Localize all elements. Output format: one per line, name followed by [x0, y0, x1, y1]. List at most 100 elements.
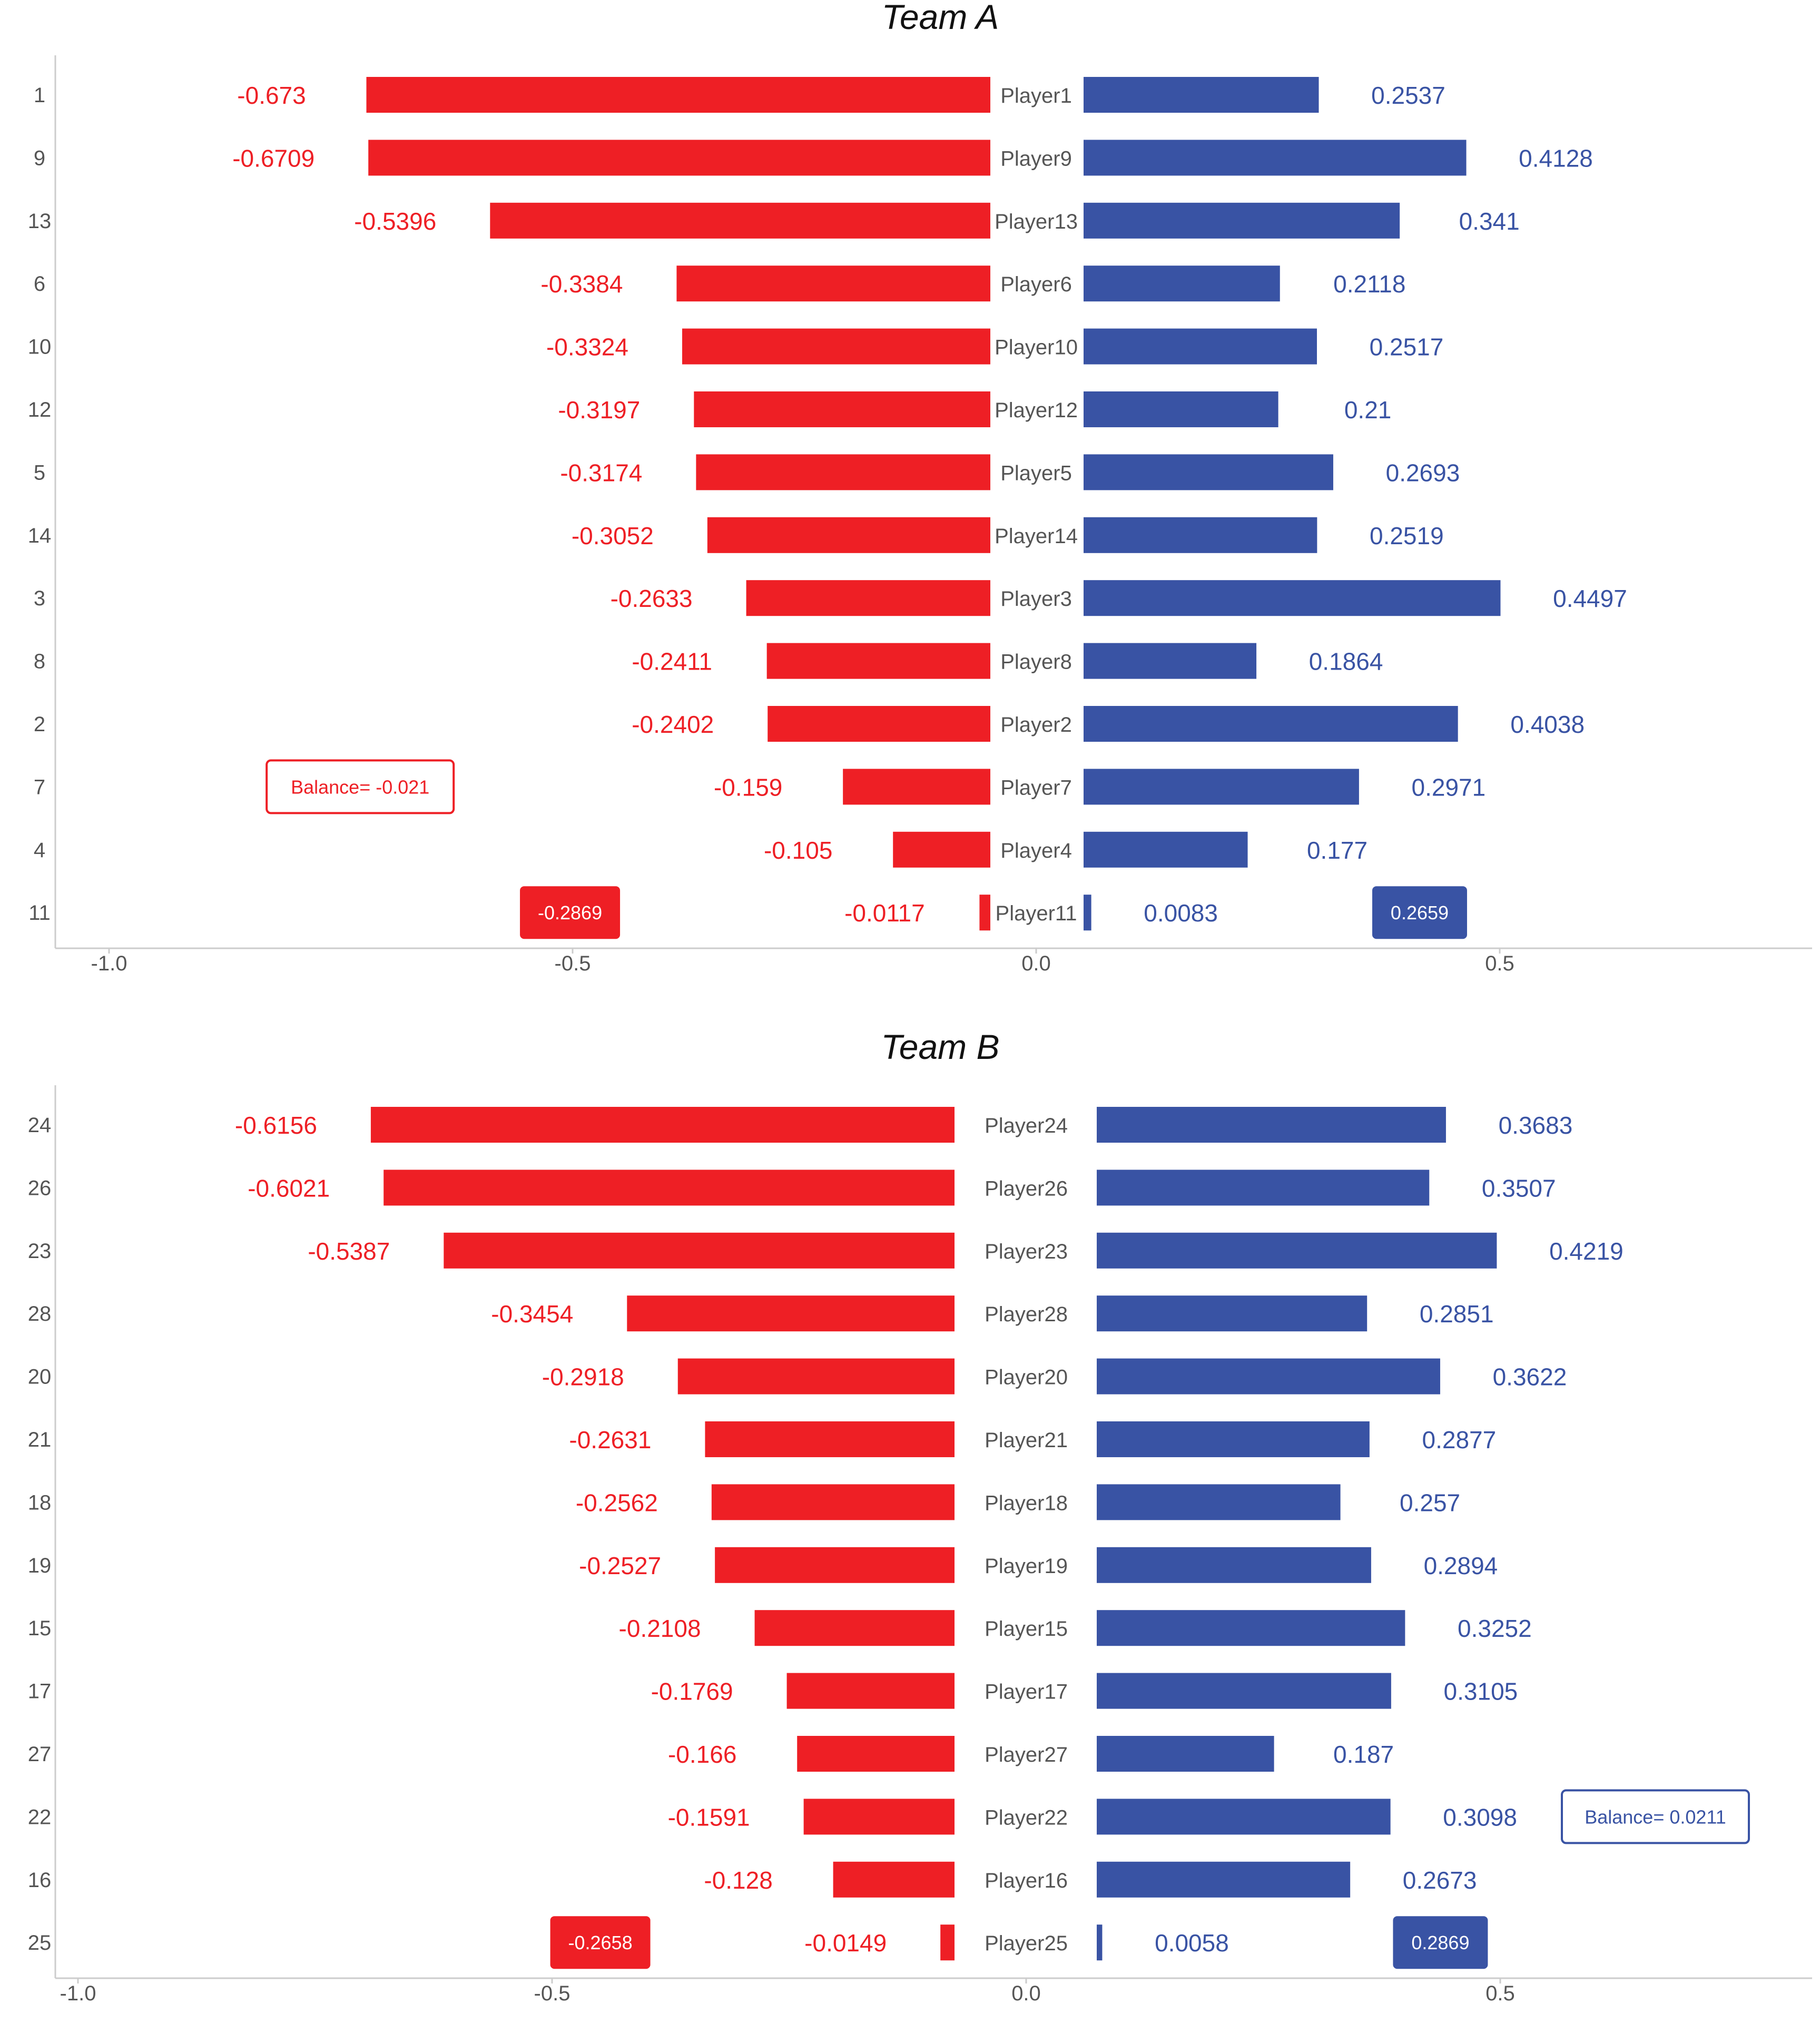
team-b-mean-negative-label: -0.2658: [568, 1932, 633, 1953]
team-a-negative-bar: [368, 140, 990, 176]
team-b-row-id-label: 27: [28, 1743, 52, 1766]
team-b-positive-bar: [1097, 1421, 1370, 1457]
team-a-player-label: Player6: [1000, 273, 1072, 296]
team-a-positive-bar: [1084, 140, 1467, 176]
team-a-title: Team A: [882, 0, 999, 36]
team-b-positive-bar: [1097, 1610, 1405, 1646]
team-a-negative-value-label: -0.673: [237, 82, 306, 109]
team-a-negative-value-label: -0.159: [714, 773, 782, 801]
team-b-negative-bar: [677, 1358, 955, 1395]
team-b-positive-value-label: 0.3507: [1482, 1174, 1556, 1202]
team-a-positive-bar: [1084, 831, 1248, 868]
team-b-positive-bar: [1097, 1107, 1446, 1143]
team-b-positive-value-label: 0.2673: [1403, 1867, 1477, 1894]
team-b-negative-bar: [383, 1170, 955, 1206]
team-b-negative-bar: [797, 1736, 955, 1772]
team-b-positive-bar: [1097, 1232, 1497, 1269]
team-b-x-tick-label: 0.0: [1011, 1982, 1041, 2005]
team-a-player-label: Player7: [1000, 776, 1072, 799]
team-b-negative-value-label: -0.3454: [491, 1300, 573, 1328]
team-a-negative-bar: [676, 266, 990, 302]
team-a-positive-value-label: 0.2693: [1386, 459, 1460, 486]
team-b-positive-value-label: 0.3683: [1499, 1112, 1573, 1139]
team-a-negative-value-label: -0.3174: [560, 459, 642, 486]
team-a-row-id-label: 1: [34, 84, 45, 107]
team-a-negative-bar: [366, 77, 990, 113]
team-a-player-label: Player14: [995, 525, 1078, 548]
team-b-player-label: Player18: [985, 1491, 1068, 1515]
team-b-positive-bar: [1097, 1484, 1341, 1520]
team-a-player-label: Player3: [1000, 587, 1072, 611]
team-a-positive-bar: [1084, 454, 1333, 490]
team-b-player-label: Player15: [985, 1617, 1068, 1641]
team-a-negative-value-label: -0.0117: [844, 899, 925, 927]
team-b-player-label: Player17: [985, 1681, 1068, 1704]
team-b-positive-bar: [1097, 1673, 1391, 1709]
team-a-row-id-label: 9: [34, 146, 45, 170]
team-a-mean-positive-label: 0.2659: [1391, 902, 1449, 924]
team-a-negative-value-label: -0.5396: [354, 208, 436, 235]
team-a-negative-bar: [490, 202, 990, 239]
team-a-negative-value-label: -0.3324: [546, 333, 628, 361]
team-b-mean-negative-badge: [550, 1916, 651, 1969]
team-a-positive-bar: [1084, 706, 1458, 742]
team-a-negative-bar: [707, 517, 990, 553]
team-b-negative-bar: [715, 1547, 955, 1583]
team-a-negative-value-label: -0.2411: [632, 648, 712, 675]
team-a-row-id-label: 2: [34, 713, 45, 736]
team-a-positive-value-label: 0.1864: [1309, 648, 1383, 675]
team-a-balance-box: [265, 759, 455, 814]
team-a-positive-bar: [1084, 328, 1317, 365]
team-b-title: Team B: [881, 1027, 999, 1066]
team-b-player-label: Player22: [985, 1806, 1068, 1829]
team-a-negative-bar: [696, 454, 990, 490]
team-b-row-id-label: 18: [28, 1491, 52, 1514]
team-a-positive-value-label: 0.4038: [1510, 711, 1585, 738]
team-a-row-id-label: 11: [28, 901, 51, 925]
team-a-positive-bar: [1084, 769, 1359, 805]
team-a-player-label: Player13: [995, 210, 1078, 233]
team-b-positive-value-label: 0.2877: [1422, 1426, 1497, 1454]
team-a-player-label: Player9: [1000, 147, 1072, 170]
team-b-row-id-label: 25: [28, 1931, 52, 1955]
team-b-balance-label: Balance= 0.0211: [1585, 1806, 1726, 1828]
team-a-mean-negative-badge: [520, 886, 621, 939]
team-b-positive-value-label: 0.3622: [1493, 1363, 1567, 1391]
team-b-x-tick-label: -0.5: [534, 1982, 570, 2005]
team-b-row-id-label: 20: [28, 1366, 52, 1389]
team-b-row-id-label: 26: [28, 1176, 52, 1200]
team-a-positive-value-label: 0.341: [1459, 208, 1520, 235]
team-a-positive-bar: [1084, 391, 1278, 427]
team-b-positive-bar: [1097, 1861, 1351, 1898]
team-b-negative-value-label: -0.2631: [569, 1426, 651, 1454]
team-b-row-id-label: 17: [28, 1680, 52, 1703]
team-b-negative-value-label: -0.2527: [579, 1552, 661, 1579]
team-a-player-label: Player1: [1000, 84, 1072, 107]
team-a-negative-value-label: -0.2633: [611, 585, 693, 612]
team-b-row-id-label: 22: [28, 1805, 52, 1829]
team-a-negative-bar: [979, 895, 990, 931]
team-a-row-id-label: 3: [34, 587, 45, 610]
team-a-positive-value-label: 0.2537: [1371, 82, 1445, 109]
team-a-positive-value-label: 0.0083: [1144, 899, 1218, 927]
team-a-negative-bar: [766, 643, 990, 679]
team-a-negative-value-label: -0.3052: [572, 522, 654, 549]
team-a-negative-value-label: -0.3197: [558, 396, 640, 424]
team-b-negative-value-label: -0.0149: [804, 1929, 887, 1957]
team-a-row-id-label: 14: [28, 524, 52, 547]
team-b-positive-value-label: 0.3252: [1458, 1615, 1532, 1642]
team-a-x-tick-label: 0.5: [1485, 952, 1514, 975]
team-b-player-label: Player27: [985, 1743, 1068, 1766]
team-a-row-id-label: 5: [34, 461, 45, 484]
team-a-positive-bar: [1084, 580, 1501, 616]
team-b-row-id-label: 16: [28, 1869, 52, 1892]
team-b-row-id-label: 21: [28, 1428, 52, 1451]
team-a-negative-value-label: -0.3384: [540, 270, 623, 298]
team-b-row-id-label: 15: [28, 1617, 52, 1640]
team-a-positive-bar: [1084, 517, 1317, 553]
team-a-player-label: Player4: [1000, 839, 1072, 862]
team-b-negative-bar: [754, 1610, 955, 1646]
team-a-row-id-label: 10: [28, 336, 52, 359]
team-a-positive-value-label: 0.4497: [1553, 585, 1627, 612]
team-a-x-tick-label: -0.5: [555, 952, 591, 975]
